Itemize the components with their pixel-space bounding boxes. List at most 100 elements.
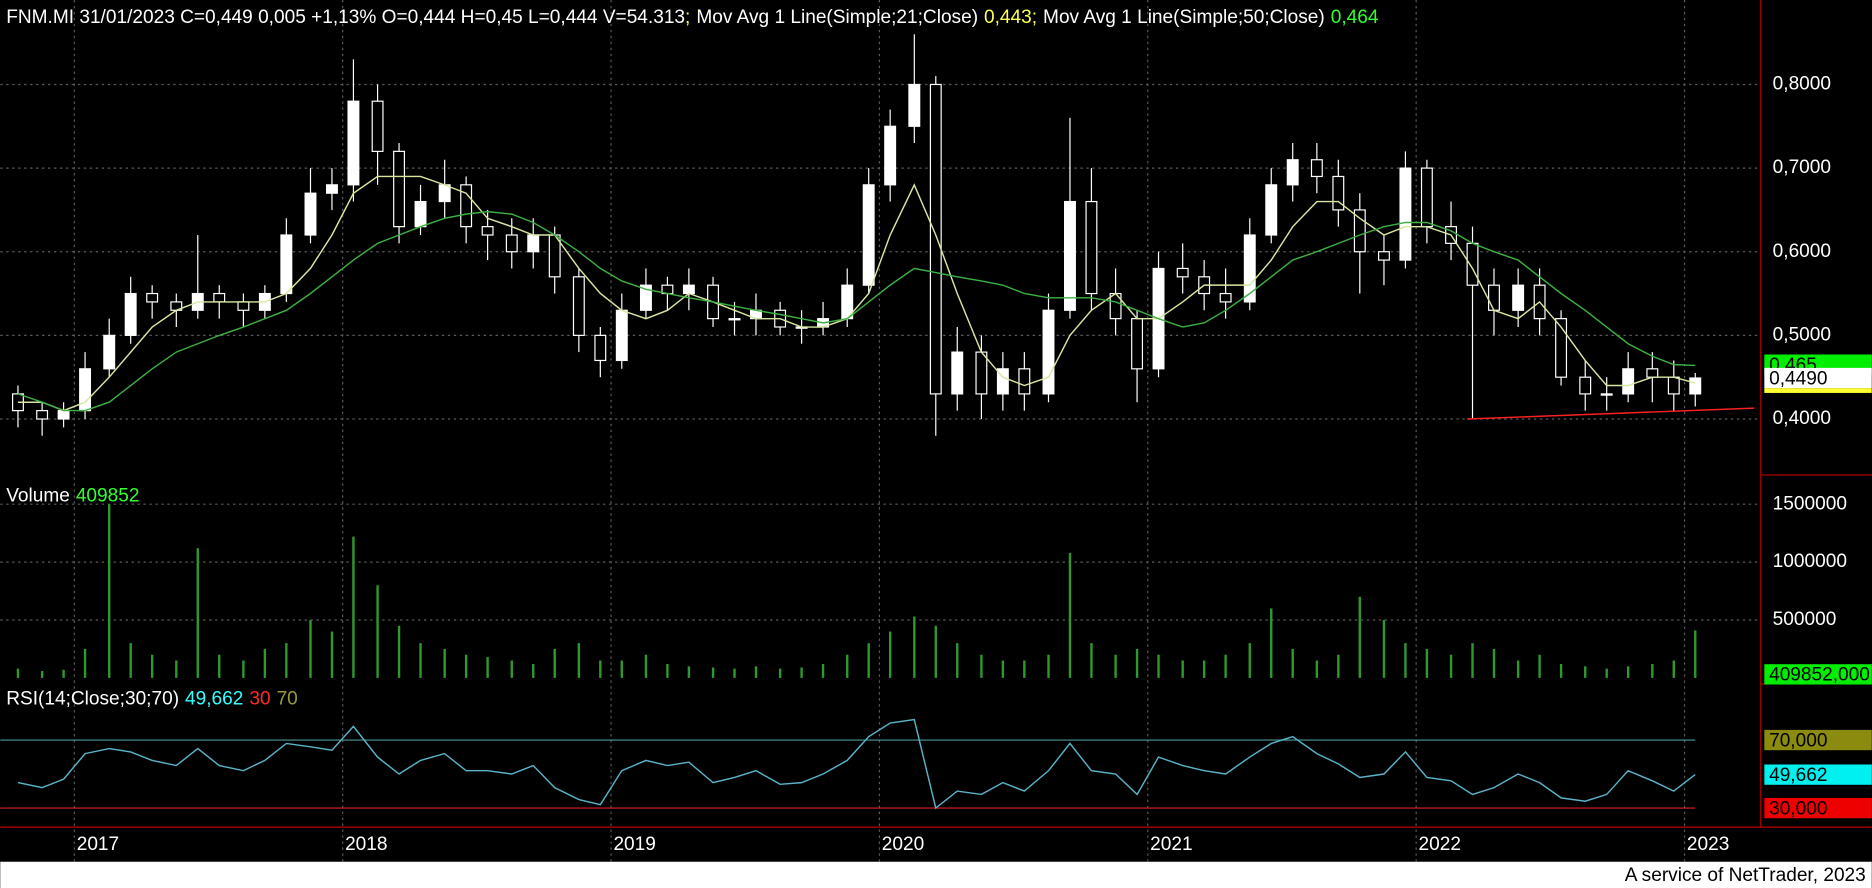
volume-bar — [577, 643, 581, 678]
volume-bar — [687, 666, 691, 678]
candle-body — [57, 410, 70, 420]
separator: ; — [685, 7, 690, 28]
y-tick-label: 0,4000 — [1773, 408, 1831, 429]
candle-body — [1667, 376, 1680, 395]
candle-body — [527, 234, 540, 253]
y-tick-label: 0,8000 — [1773, 74, 1831, 95]
volume-bar — [553, 648, 556, 678]
separator: ; — [1032, 7, 1037, 28]
candle-body — [682, 284, 695, 295]
candle-body — [1622, 368, 1635, 395]
candle-body — [1286, 159, 1299, 186]
candle-body — [908, 83, 921, 127]
candle-body — [460, 184, 473, 228]
volume-bar — [711, 667, 715, 678]
volume-bar — [1270, 608, 1273, 678]
candle-body — [146, 292, 159, 303]
volume-bar — [1605, 668, 1608, 678]
volume-bar — [644, 654, 648, 678]
volume-bar — [376, 585, 379, 678]
candle-body — [639, 284, 652, 311]
candle-body — [371, 100, 384, 152]
volume-bar — [1315, 660, 1319, 678]
volume-bar — [352, 536, 355, 678]
candle-body — [594, 334, 607, 362]
x-tick-label: 2017 — [77, 834, 119, 855]
candle-body — [975, 351, 988, 395]
candle-body — [1420, 167, 1433, 228]
trend-line — [1467, 407, 1755, 420]
candle-body — [615, 309, 628, 362]
volume-bar — [330, 631, 334, 678]
price-marker-label: 409852,000 — [1769, 665, 1870, 686]
candle-body — [1555, 318, 1568, 378]
volume-bar — [666, 663, 669, 678]
volume-bar — [83, 648, 87, 678]
volume-bar — [956, 643, 959, 678]
volume-bar — [846, 654, 849, 678]
candle-body — [1243, 234, 1256, 303]
candle-body — [237, 301, 250, 311]
volume-bar — [888, 631, 892, 678]
candle-body — [1646, 368, 1659, 378]
volume-bar — [1382, 619, 1386, 678]
legend-value: 409852 — [76, 486, 140, 507]
volume-bar — [1471, 643, 1474, 678]
candle-body — [347, 100, 360, 186]
volume-bar — [464, 654, 468, 678]
price-marker — [1764, 367, 1872, 389]
legend-value: 49,662 — [185, 688, 243, 709]
moving-average-line — [17, 210, 1696, 412]
volume-bar — [778, 668, 782, 678]
y-tick-label: 0,6000 — [1773, 241, 1831, 262]
candle-body — [1377, 251, 1390, 261]
header: Volume 409852 — [6, 486, 139, 507]
legend-name: Mov Avg 1 Line(Simple;50;Close) — [1043, 7, 1325, 28]
level-label: 70 — [277, 688, 298, 709]
x-tick-label: 2018 — [345, 834, 387, 855]
volume-bar — [218, 654, 221, 678]
volume-bar — [1181, 660, 1184, 678]
legend-value: 0,443 — [984, 7, 1032, 28]
price-marker-label: 0,4490 — [1769, 368, 1827, 389]
candle-body — [414, 200, 427, 228]
volume-bar — [1047, 654, 1050, 678]
volume-bar — [1337, 654, 1340, 678]
header: FNM.MI 31/01/2023 C=0,449 0,005 +1,13% O… — [6, 7, 1379, 28]
legend-name: Mov Avg 1 Line(Simple;21;Close) — [696, 7, 978, 28]
candle-body — [884, 125, 897, 186]
price-marker — [1764, 764, 1872, 785]
candle-body — [213, 292, 226, 303]
x-tick-label: 2023 — [1687, 834, 1729, 855]
volume-bar — [1135, 648, 1139, 678]
volume-bar — [1358, 596, 1361, 678]
y-tick-label: 0,5000 — [1773, 324, 1831, 345]
volume-bar — [16, 668, 20, 678]
y-tick-label: 0,7000 — [1773, 157, 1831, 178]
volume-bar — [1672, 660, 1675, 678]
volume-bar — [1694, 630, 1697, 678]
volume-bar — [1068, 552, 1072, 678]
volume-bar — [285, 643, 288, 678]
candle-body — [1310, 159, 1323, 178]
candle-body — [393, 150, 406, 228]
header-title: Volume — [6, 486, 70, 507]
candle-body — [1466, 242, 1479, 286]
volume-bar — [1114, 654, 1117, 678]
candle-body — [438, 184, 451, 203]
volume-bar — [1449, 654, 1453, 678]
volume-bar — [1291, 648, 1294, 678]
price-marker — [1764, 729, 1872, 751]
volume-bar — [40, 670, 44, 678]
candle-body — [325, 184, 338, 194]
candle-body — [1488, 284, 1500, 311]
candle-body — [572, 276, 585, 336]
candle-body — [951, 351, 964, 395]
volume-bar — [1090, 643, 1093, 678]
candle-body — [728, 318, 741, 321]
volume-bar — [419, 643, 422, 678]
candle-body — [1131, 318, 1144, 370]
volume-bar — [599, 660, 602, 678]
